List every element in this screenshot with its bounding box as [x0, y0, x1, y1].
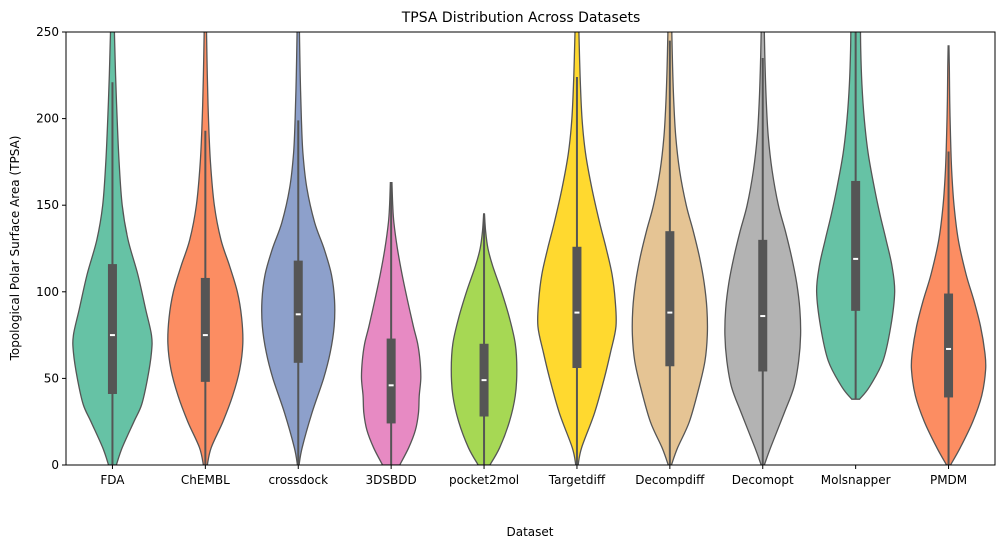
- violin-decompdiff: [631, 32, 709, 465]
- y-tick-label: 100: [36, 285, 59, 299]
- x-tick-label: Decompdiff: [635, 473, 705, 487]
- violin-iqr-box: [665, 231, 675, 367]
- y-axis: 0 50 100 150 200 250: [36, 25, 66, 472]
- violin-decomopt: [724, 32, 802, 465]
- violin-crossdock: [261, 32, 336, 465]
- x-tick-label: FDA: [100, 473, 125, 487]
- violin-pocket2mol: [450, 213, 518, 465]
- y-tick-label: 0: [51, 458, 59, 472]
- violin-molsnapper: [815, 32, 896, 400]
- violin-3dsbdd: [360, 182, 422, 465]
- x-tick-label: Molsnapper: [821, 473, 891, 487]
- violin-iqr-box: [293, 260, 303, 363]
- violin-iqr-box: [758, 239, 768, 372]
- x-tick-label: PMDM: [930, 473, 967, 487]
- x-axis: FDA ChEMBL crossdock 3DSBDD pocket2mol Target…: [100, 465, 967, 487]
- y-tick-label: 150: [36, 198, 59, 212]
- x-tick-label: crossdock: [268, 473, 328, 487]
- violin-iqr-box: [107, 264, 117, 394]
- violin-iqr-box: [386, 338, 396, 424]
- chart-title: TPSA Distribution Across Datasets: [401, 10, 641, 26]
- x-tick-label: 3DSBDD: [366, 473, 417, 487]
- x-axis-label: Dataset: [507, 525, 554, 539]
- y-tick-label: 50: [44, 371, 59, 385]
- y-tick-label: 200: [36, 112, 59, 126]
- violin-chembl: [167, 32, 244, 465]
- violin-iqr-box: [944, 293, 954, 398]
- y-tick-label: 250: [36, 25, 59, 39]
- y-axis-label: Topological Polar Surface Area (TPSA): [8, 136, 22, 362]
- plot-frame: [65, 31, 996, 466]
- violin-iqr-box: [572, 246, 582, 369]
- violin-iqr-box: [200, 277, 210, 382]
- violin-iqr-box: [851, 180, 861, 311]
- x-tick-label: pocket2mol: [449, 473, 519, 487]
- violins-layer: [72, 32, 987, 465]
- x-tick-label: Decomopt: [732, 473, 794, 487]
- violin-fda: [72, 32, 153, 465]
- x-tick-label: ChEMBL: [181, 473, 230, 487]
- x-tick-label: Targetdiff: [548, 473, 606, 487]
- violin-targetdiff: [536, 32, 617, 465]
- violin-pmdm: [910, 45, 987, 465]
